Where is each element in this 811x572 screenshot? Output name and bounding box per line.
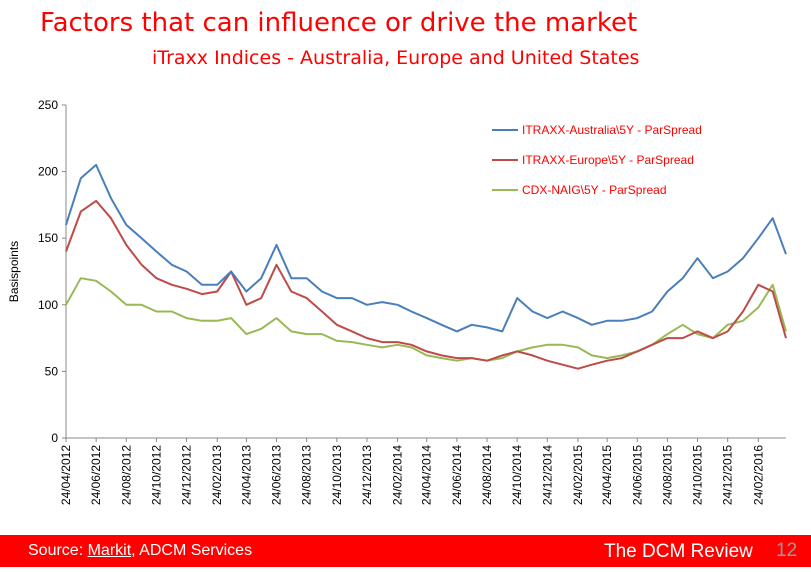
x-tick-label: 24/12/2015 <box>721 445 735 505</box>
line-chart: 0 50 100 150 200 250 Basispoints 24/04/2012 24/0… <box>7 98 787 505</box>
source-link[interactable]: Markit <box>87 542 132 559</box>
legend-label: ITRAXX-Australia\5Y - ParSpread <box>522 123 702 137</box>
x-tick-label: 24/08/2013 <box>300 445 314 505</box>
x-tick-label: 24/04/2012 <box>59 445 73 505</box>
y-tick-label: 200 <box>38 165 58 179</box>
x-tick-label: 24/02/2015 <box>571 445 585 505</box>
x-tick-label: 24/10/2015 <box>691 445 705 505</box>
y-tick-label: 150 <box>38 231 58 245</box>
x-tick-label: 24/08/2012 <box>119 445 133 505</box>
x-tick-label: 24/12/2013 <box>360 445 374 505</box>
x-tick-label: 24/08/2014 <box>480 445 494 505</box>
x-tick-label: 24/12/2014 <box>540 445 554 505</box>
x-tick-label: 24/10/2014 <box>510 445 524 505</box>
series-line-0 <box>65 163 787 333</box>
y-tick-label: 0 <box>51 431 58 445</box>
x-tick-label: 24/10/2013 <box>330 445 344 505</box>
y-axis-label: Basispoints <box>7 241 21 302</box>
x-tick-label: 24/02/2013 <box>210 445 224 505</box>
legend-label: ITRAXX-Europe\5Y - ParSpread <box>522 153 694 167</box>
footer-bar <box>0 535 811 567</box>
y-tick-label: 100 <box>38 298 58 312</box>
source-note: Source: Markit, ADCM Services <box>28 542 252 560</box>
x-tick-label: 24/08/2015 <box>660 445 674 505</box>
chart-subtitle: iTraxx Indices - Australia, Europe and U… <box>152 47 640 69</box>
x-tick-label: 24/04/2014 <box>420 445 434 505</box>
source-suffix: , ADCM Services <box>131 542 253 559</box>
legend-label: CDX-NAIG\5Y - ParSpread <box>522 183 667 197</box>
chart-legend: ITRAXX-Australia\5Y - ParSpread ITRAXX-Eu… <box>492 123 702 197</box>
x-tick-label: 24/04/2013 <box>239 445 253 505</box>
chart-axes: 0 50 100 150 200 250 Basispoints 24/04/2012 24/0… <box>7 98 786 505</box>
x-tick-label: 24/10/2012 <box>149 445 163 505</box>
x-tick-label: 24/04/2015 <box>600 445 614 505</box>
y-tick-label: 250 <box>38 98 58 112</box>
x-tick-label: 24/02/2016 <box>751 445 765 505</box>
page-title: Factors that can influence or drive the … <box>40 8 638 38</box>
brand-name: The DCM Review <box>604 541 753 562</box>
chart-series <box>65 163 787 370</box>
series-line-1 <box>65 199 787 370</box>
x-tick-label: 24/06/2014 <box>450 445 464 505</box>
x-tick-label: 24/06/2012 <box>89 445 103 505</box>
page-number: 12 <box>776 540 798 561</box>
x-tick-label: 24/02/2014 <box>391 445 405 505</box>
x-tick-label: 24/06/2013 <box>270 445 284 505</box>
x-tick-label: 24/06/2015 <box>630 445 644 505</box>
x-tick-label: 24/12/2012 <box>180 445 194 505</box>
series-line-2 <box>65 277 787 362</box>
source-prefix: Source: <box>28 542 88 559</box>
y-tick-label: 50 <box>45 364 59 378</box>
